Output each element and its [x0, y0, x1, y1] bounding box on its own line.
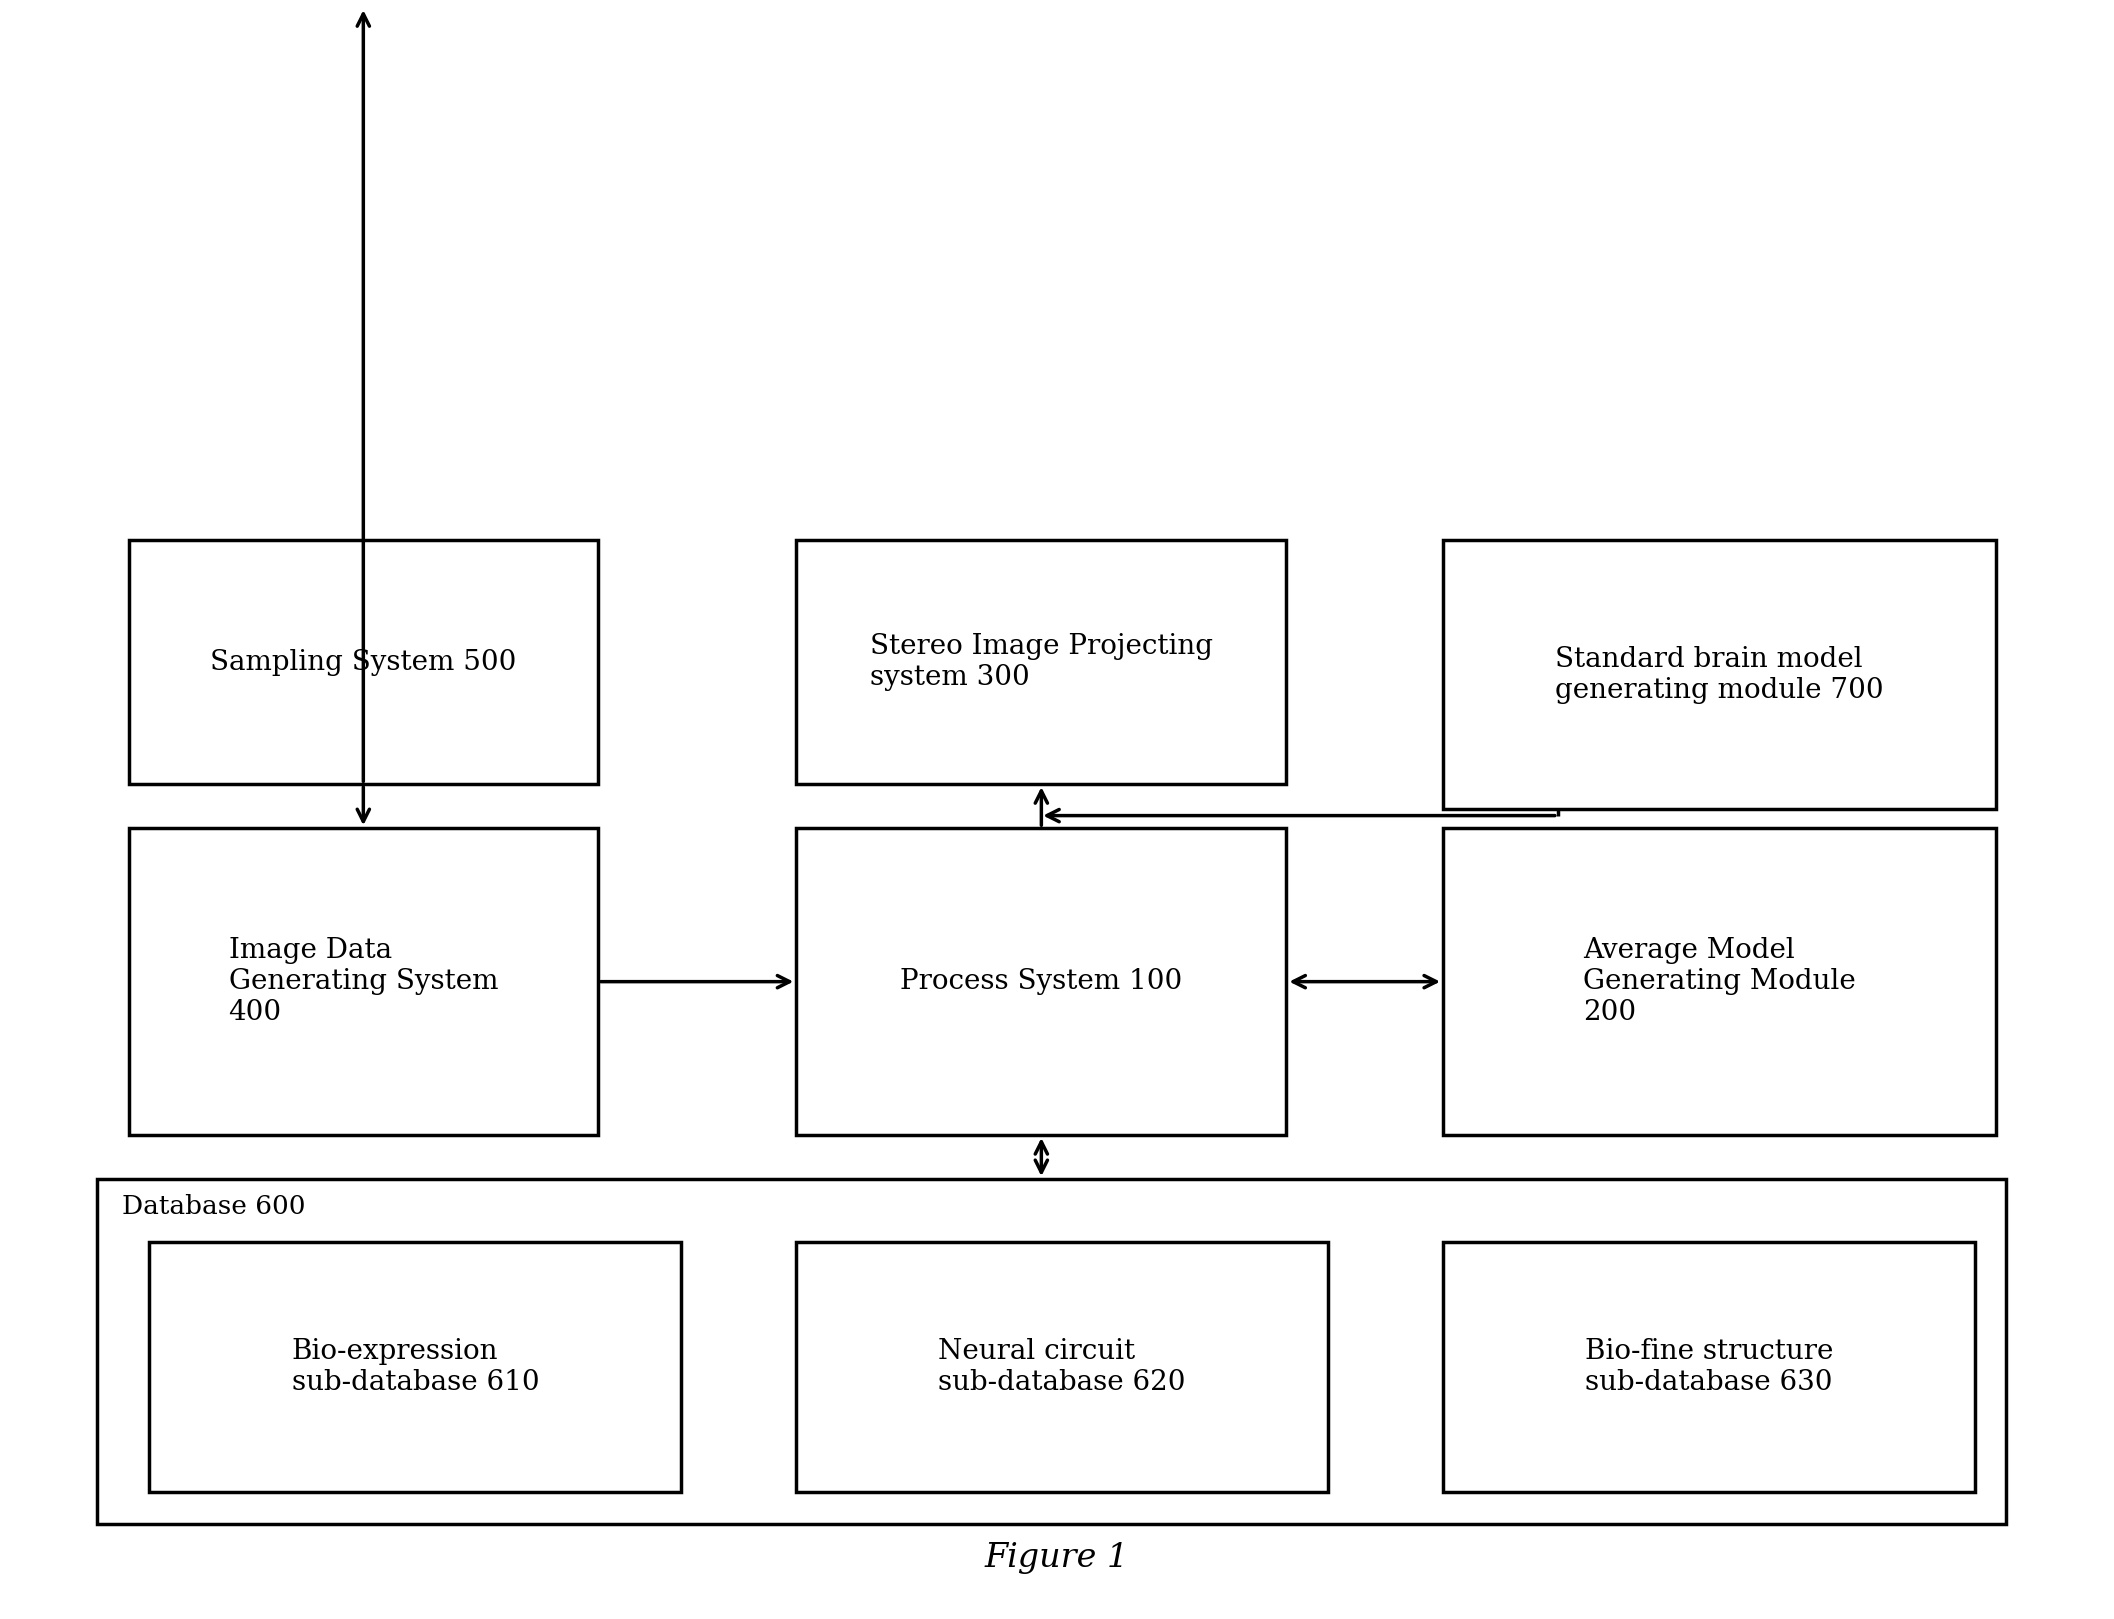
Text: Standard brain model
generating module 700: Standard brain model generating module 7… [1556, 646, 1884, 704]
Bar [97, 1179, 2006, 1523]
Text: Figure 1: Figure 1 [985, 1541, 1129, 1574]
Bar [797, 1242, 1328, 1493]
Bar [1444, 539, 1996, 810]
Text: Average Model
Generating Module
200: Average Model Generating Module 200 [1583, 937, 1856, 1026]
Bar [797, 539, 1287, 784]
Bar [150, 1242, 681, 1493]
Bar [1444, 1242, 1974, 1493]
Bar [797, 829, 1287, 1135]
Text: Stereo Image Projecting
system 300: Stereo Image Projecting system 300 [869, 633, 1213, 691]
Text: Process System 100: Process System 100 [901, 968, 1182, 996]
Text: Database 600: Database 600 [123, 1195, 307, 1219]
Bar [129, 539, 598, 784]
Text: Image Data
Generating System
400: Image Data Generating System 400 [228, 937, 499, 1026]
Text: Bio-fine structure
sub-database 630: Bio-fine structure sub-database 630 [1586, 1337, 1833, 1396]
Text: Sampling System 500: Sampling System 500 [209, 649, 516, 675]
Text: Neural circuit
sub-database 620: Neural circuit sub-database 620 [939, 1337, 1186, 1396]
Text: Bio-expression
sub-database 610: Bio-expression sub-database 610 [292, 1337, 539, 1396]
Bar [129, 829, 598, 1135]
Bar [1444, 829, 1996, 1135]
